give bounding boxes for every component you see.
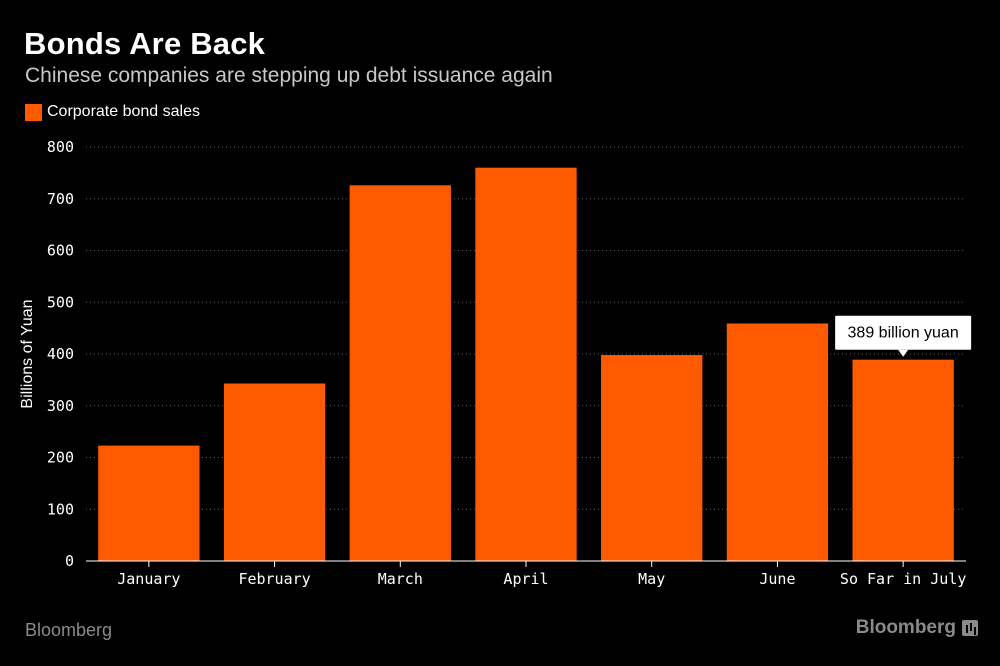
chart-subtitle: Chinese companies are stepping up debt i… (25, 64, 553, 87)
bloomberg-chart-icon (962, 620, 978, 636)
legend: Corporate bond sales (25, 103, 200, 121)
bar (601, 355, 703, 561)
y-tick-label: 700 (47, 190, 74, 208)
callout-pointer (898, 349, 909, 357)
x-tick-label: So Far in July (840, 570, 966, 588)
y-tick-label: 300 (47, 397, 74, 415)
legend-swatch (25, 103, 42, 121)
bar (223, 383, 326, 561)
callout-box (835, 315, 972, 350)
x-tick-label: April (503, 570, 548, 588)
x-tick-label: February (238, 570, 310, 588)
x-tick-label: March (378, 570, 423, 588)
chart-title: Bonds Are Back (24, 26, 266, 61)
bar (852, 359, 954, 561)
y-tick-label: 800 (47, 138, 74, 156)
x-tick-label: January (117, 570, 180, 588)
x-tick-label: May (638, 570, 665, 588)
y-tick-label: 0 (65, 552, 74, 570)
bar (98, 445, 200, 561)
x-tick-label: June (759, 570, 795, 588)
bar (349, 185, 451, 562)
y-tick-label: 500 (47, 293, 74, 311)
bar (475, 167, 577, 561)
y-tick-label: 100 (47, 500, 74, 518)
callout-text: 389 billion yuan (848, 325, 959, 342)
y-tick-label: 200 (47, 449, 74, 467)
source-label: Bloomberg (25, 620, 113, 640)
legend-label: Corporate bond sales (47, 103, 200, 120)
bloomberg-logo: Bloomberg (856, 617, 978, 639)
logo-text: Bloomberg (855, 617, 956, 638)
y-tick-label: 600 (47, 242, 74, 260)
bar (726, 323, 829, 561)
y-tick-label: 400 (47, 345, 74, 363)
y-axis-title: Billions of Yuan (19, 299, 36, 408)
